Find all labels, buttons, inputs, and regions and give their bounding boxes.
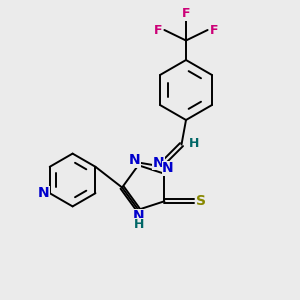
- Text: N: N: [37, 186, 49, 200]
- Text: N: N: [129, 153, 140, 167]
- Text: N: N: [162, 161, 174, 175]
- Text: F: F: [210, 23, 218, 37]
- Text: S: S: [196, 194, 206, 208]
- Text: N: N: [133, 209, 144, 224]
- Text: F: F: [182, 7, 190, 20]
- Text: H: H: [189, 136, 199, 150]
- Text: H: H: [134, 218, 144, 231]
- Text: N: N: [153, 156, 164, 170]
- Text: F: F: [154, 23, 162, 37]
